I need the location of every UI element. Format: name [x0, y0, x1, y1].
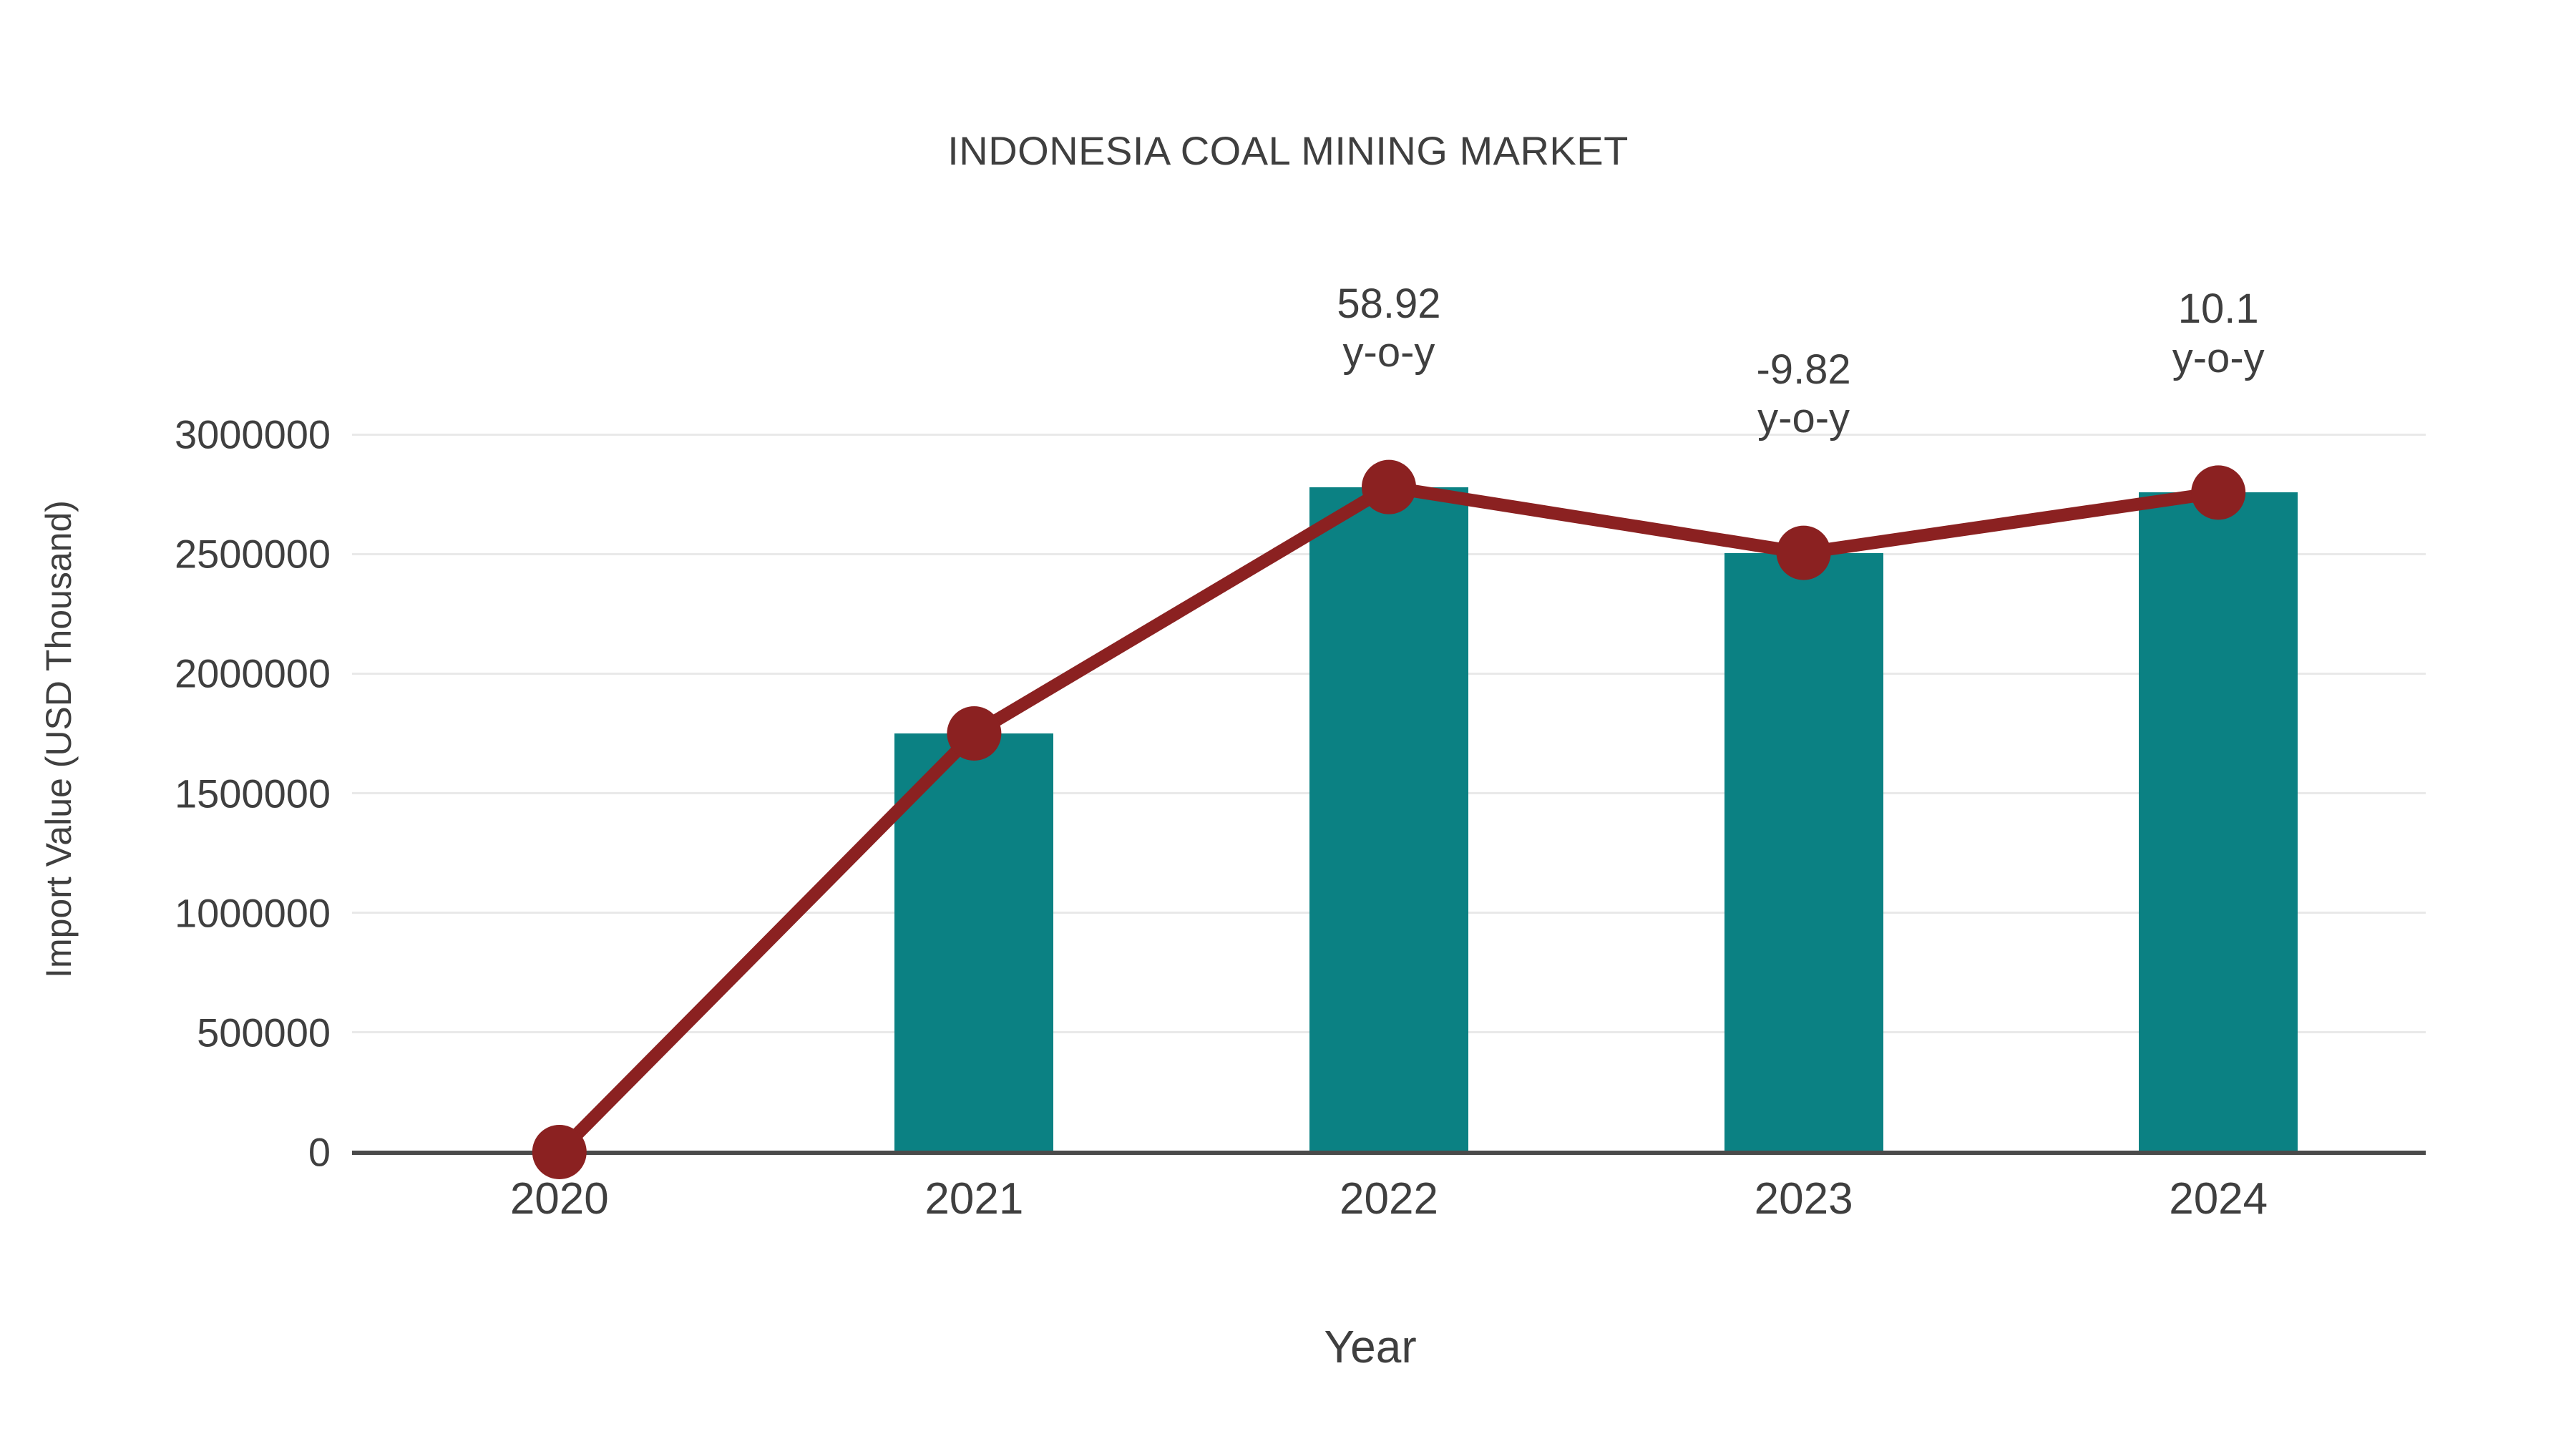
- chart-title: INDONESIA COAL MINING MARKET: [947, 128, 1629, 173]
- x-axis-line: [352, 1151, 2426, 1155]
- bar-2021[interactable]: [894, 733, 1054, 1152]
- annotation-unit: y-o-y: [2172, 334, 2265, 381]
- y-tick-label: 0: [308, 1129, 331, 1175]
- bar-2022[interactable]: [1309, 487, 1468, 1152]
- x-tick-label-2024: 2024: [2169, 1174, 2268, 1224]
- annotation-unit: y-o-y: [1757, 395, 1850, 442]
- annotation-unit: y-o-y: [1342, 329, 1435, 376]
- annotation-value: 58.92: [1337, 280, 1441, 327]
- x-axis-title: Year: [1324, 1321, 1417, 1372]
- x-tick-label-2022: 2022: [1340, 1174, 1438, 1224]
- annotation-value: -9.82: [1756, 346, 1851, 393]
- x-tick-label-2021: 2021: [924, 1174, 1024, 1224]
- bar-2024[interactable]: [2139, 492, 2298, 1152]
- gridline: [352, 433, 2426, 436]
- annotation-2022: 58.92 y-o-y: [1337, 280, 1440, 378]
- y-tick-label: 3000000: [174, 411, 331, 457]
- annotation-2024: 10.1 y-o-y: [2172, 285, 2265, 383]
- y-tick-label: 500000: [197, 1010, 331, 1055]
- x-tick-label-2020: 2020: [509, 1174, 609, 1224]
- annotation-2023: -9.82 y-o-y: [1756, 346, 1850, 444]
- bar-2023[interactable]: [1724, 552, 1883, 1152]
- annotation-value: 10.1: [2177, 286, 2259, 333]
- y-tick-label: 1500000: [174, 771, 331, 816]
- y-tick-label: 2000000: [174, 650, 331, 696]
- y-tick-label: 1000000: [174, 890, 331, 936]
- plot-area: [352, 399, 2426, 1152]
- x-tick-label-2023: 2023: [1754, 1174, 1853, 1224]
- y-axis-title: Import Value (USD Thousand): [39, 500, 79, 978]
- y-tick-label: 2500000: [174, 531, 331, 577]
